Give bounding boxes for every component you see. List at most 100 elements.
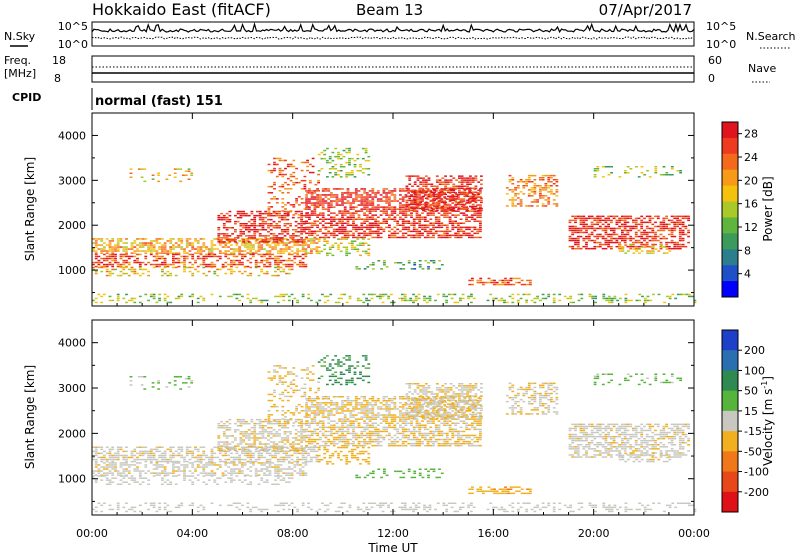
range-cell [267,206,271,208]
range-cell [555,205,559,207]
range-cell [354,190,358,192]
range-cell [401,299,404,302]
range-cell [224,253,228,256]
range-cell [651,229,655,232]
range-cell [423,216,427,218]
range-cell [111,448,115,451]
range-cell [238,454,241,457]
range-cell [268,460,272,463]
range-cell [379,206,383,208]
range-cell [210,464,214,466]
range-cell [479,224,482,226]
range-cell [323,157,327,160]
range-cell [576,241,580,244]
range-cell [519,191,523,193]
range-cell [504,283,507,286]
range-cell [552,203,556,205]
range-cell [287,481,291,483]
range-cell [275,235,279,237]
range-cell [147,242,150,244]
range-cell [343,196,347,198]
range-cell [608,299,611,302]
range-cell [345,248,349,250]
range-cell [289,235,292,237]
range-cell [623,233,627,236]
range-cell [331,246,335,248]
range-cell [133,460,137,463]
range-cell [254,261,258,264]
range-cell [449,189,453,191]
range-cell [250,427,254,429]
range-cell [125,458,128,461]
range-cell [610,235,613,238]
range-cell [667,241,671,244]
range-cell [261,420,265,423]
range-cell [486,299,490,302]
range-cell [268,470,272,472]
range-cell [621,219,624,222]
range-cell [541,197,545,199]
range-cell [508,199,512,201]
range-cell [278,173,282,176]
range-cell [158,446,161,448]
range-cell [612,233,616,236]
range-cell [460,181,464,183]
range-cell [615,215,619,218]
range-cell [260,248,264,250]
range-cell [224,470,228,472]
range-cell [231,447,234,449]
range-cell [341,210,344,212]
range-cell [635,299,639,302]
range-cell [360,204,364,206]
range-cell [330,226,333,229]
range-cell [321,212,325,214]
range-cell [218,477,222,479]
range-cell [423,210,427,212]
range-cell [308,198,311,200]
range-cell [571,245,575,248]
range-cell [463,191,467,193]
range-cell [252,252,255,254]
range-cell [319,194,322,196]
range-cell [297,449,301,451]
range-cell [241,257,244,260]
range-cell [487,277,491,280]
range-cell [621,231,624,234]
range-cell [103,248,106,250]
range-cell [103,242,106,244]
range-cell [506,283,510,286]
range-cell [190,172,194,174]
range-cell [119,483,123,485]
range-cell [245,214,248,217]
range-cell [331,168,335,170]
range-cell [301,263,305,266]
range-cell [258,218,262,221]
range-cell [149,462,153,464]
range-cell [172,446,175,448]
range-cell [445,232,449,235]
range-cell [465,214,468,216]
range-cell [654,237,657,240]
range-cell [323,149,327,152]
range-cell [133,448,137,451]
range-cell [272,422,276,425]
range-cell [348,163,351,166]
range-cell [659,221,663,224]
range-cell [327,218,331,220]
range-cell [676,223,679,226]
range-cell [662,235,666,238]
range-cell [598,243,602,246]
range-cell [471,277,474,280]
range-cell [224,450,228,453]
range-cell [471,191,475,193]
range-cell [415,202,419,204]
range-cell [254,468,258,470]
range-cell [667,223,671,226]
range-cell [659,237,663,240]
range-cell [224,242,228,244]
range-cell [111,240,115,242]
range-cell [382,218,386,220]
range-cell [92,261,95,264]
range-cell [278,233,281,235]
range-cell [125,474,128,476]
